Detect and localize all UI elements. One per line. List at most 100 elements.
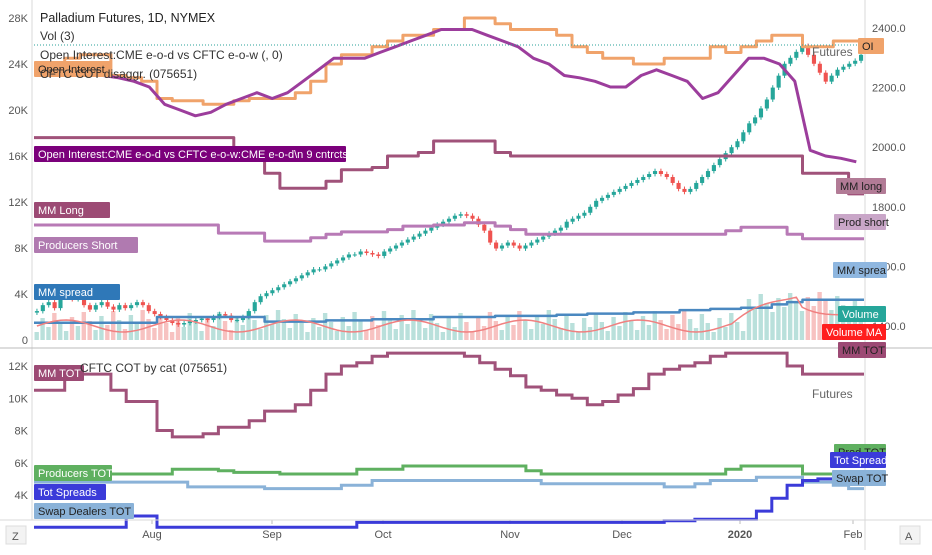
volume-bar bbox=[216, 312, 222, 340]
volume-bar bbox=[311, 318, 316, 340]
volume-bar bbox=[93, 330, 98, 340]
candle-body bbox=[170, 320, 175, 324]
tot-spread-right-badge-bg bbox=[830, 452, 886, 468]
candle-body bbox=[711, 165, 716, 172]
candle-body bbox=[364, 251, 369, 253]
volume-bar bbox=[128, 315, 134, 340]
y-left-tick: 0 bbox=[22, 335, 28, 347]
candle-body bbox=[288, 281, 293, 285]
volume-bar bbox=[481, 326, 487, 340]
candle-body bbox=[658, 171, 663, 175]
candle-body bbox=[806, 45, 811, 55]
candle-body bbox=[705, 171, 711, 177]
volume-bar bbox=[799, 311, 805, 340]
volume-bar bbox=[193, 322, 198, 340]
candle-body bbox=[823, 72, 828, 82]
y-left-tick: 20K bbox=[8, 105, 28, 117]
series-line-open-interest bbox=[41, 28, 857, 164]
candle-body bbox=[370, 252, 375, 255]
volume-bar bbox=[169, 332, 175, 340]
candle-body bbox=[211, 317, 216, 321]
volume-bar bbox=[158, 314, 163, 340]
volume-bar bbox=[240, 325, 245, 340]
candle-body bbox=[246, 311, 251, 318]
volume-bar bbox=[411, 310, 416, 340]
volume-bar bbox=[116, 320, 122, 340]
producers-short-badge-bg bbox=[34, 237, 138, 253]
volume-bar bbox=[523, 320, 528, 340]
volume-bar bbox=[634, 330, 640, 340]
volume-bar bbox=[258, 329, 263, 340]
swap-tot-right-badge-bg bbox=[832, 470, 886, 486]
candle-body bbox=[240, 317, 246, 321]
candle-body bbox=[758, 108, 764, 118]
volume-bar bbox=[493, 321, 499, 340]
volume-bar bbox=[487, 312, 493, 340]
candle-body bbox=[847, 63, 852, 67]
candle-body bbox=[217, 314, 222, 318]
volume-bar bbox=[605, 331, 610, 340]
volume-bar bbox=[458, 313, 463, 340]
candle-body bbox=[594, 200, 599, 207]
candle-body bbox=[564, 221, 569, 228]
oi-sum-badge: Open Interest:CME e-o-d vs CFTC e-o-w:CM… bbox=[38, 149, 372, 161]
x-tick: Nov bbox=[500, 529, 520, 541]
candle-body bbox=[152, 311, 157, 315]
candle-body bbox=[599, 197, 605, 201]
candle-body bbox=[52, 302, 57, 309]
volume-bar bbox=[393, 329, 398, 340]
volume-bar bbox=[364, 330, 369, 340]
volume-bar bbox=[528, 329, 534, 340]
volume-bar bbox=[305, 332, 310, 340]
volume-bar bbox=[475, 317, 481, 340]
volume-ma-line bbox=[36, 296, 862, 333]
candle-body bbox=[305, 272, 310, 276]
candle-body bbox=[393, 245, 399, 249]
auto-scale-button[interactable] bbox=[899, 525, 921, 545]
candle-body bbox=[223, 314, 228, 316]
y-right-tick: 1800.0 bbox=[872, 202, 906, 214]
candle-body bbox=[140, 302, 145, 306]
volume-bar bbox=[729, 313, 734, 340]
volume-bar bbox=[682, 310, 687, 340]
volume-bar bbox=[152, 328, 157, 340]
zoom-button[interactable] bbox=[5, 525, 27, 545]
volume-bar bbox=[805, 297, 811, 340]
volume-bar bbox=[75, 326, 81, 340]
swap-dealers-tot-badge: Swap Dealers TOT bbox=[38, 506, 131, 518]
candle-body bbox=[164, 317, 169, 321]
volume-bar bbox=[328, 322, 334, 340]
candle-body bbox=[317, 269, 322, 271]
candle-body bbox=[517, 245, 522, 249]
candle-body bbox=[346, 254, 351, 258]
volume-bar bbox=[611, 317, 616, 340]
y-left-tick: 16K bbox=[8, 151, 28, 163]
candle-body bbox=[582, 212, 587, 216]
volume-bar bbox=[234, 316, 240, 340]
y-left-tick: 12K bbox=[8, 197, 28, 209]
volume-bar bbox=[699, 314, 705, 340]
candle-body bbox=[676, 182, 681, 189]
series-line-producers-short bbox=[34, 221, 864, 243]
oi-sum-badge-bg bbox=[34, 146, 346, 162]
x-tick: Dec bbox=[612, 529, 632, 541]
volume-bar bbox=[34, 332, 39, 340]
volume-bar bbox=[452, 327, 457, 340]
volume-bar bbox=[46, 327, 51, 340]
volume-bar bbox=[340, 317, 345, 340]
cot-y-tick: 4K bbox=[15, 490, 29, 502]
volume-bar bbox=[287, 328, 293, 340]
mm-tot-right-badge-bg bbox=[838, 342, 886, 358]
candle-body bbox=[382, 251, 387, 256]
volume-bar bbox=[534, 315, 540, 340]
oi-right-badge: OI bbox=[862, 41, 874, 53]
candle-body bbox=[93, 305, 98, 310]
volume-bar bbox=[405, 324, 410, 340]
swap-tot-right-badge: Swap TOT bbox=[836, 473, 888, 485]
volume-bar bbox=[434, 323, 440, 340]
volume-bar bbox=[617, 326, 622, 340]
cot-futures-annotation: Futures bbox=[812, 387, 853, 401]
candle-body bbox=[417, 233, 422, 237]
cot-line-tot-spreads bbox=[34, 477, 864, 529]
volume-bar bbox=[758, 294, 763, 340]
